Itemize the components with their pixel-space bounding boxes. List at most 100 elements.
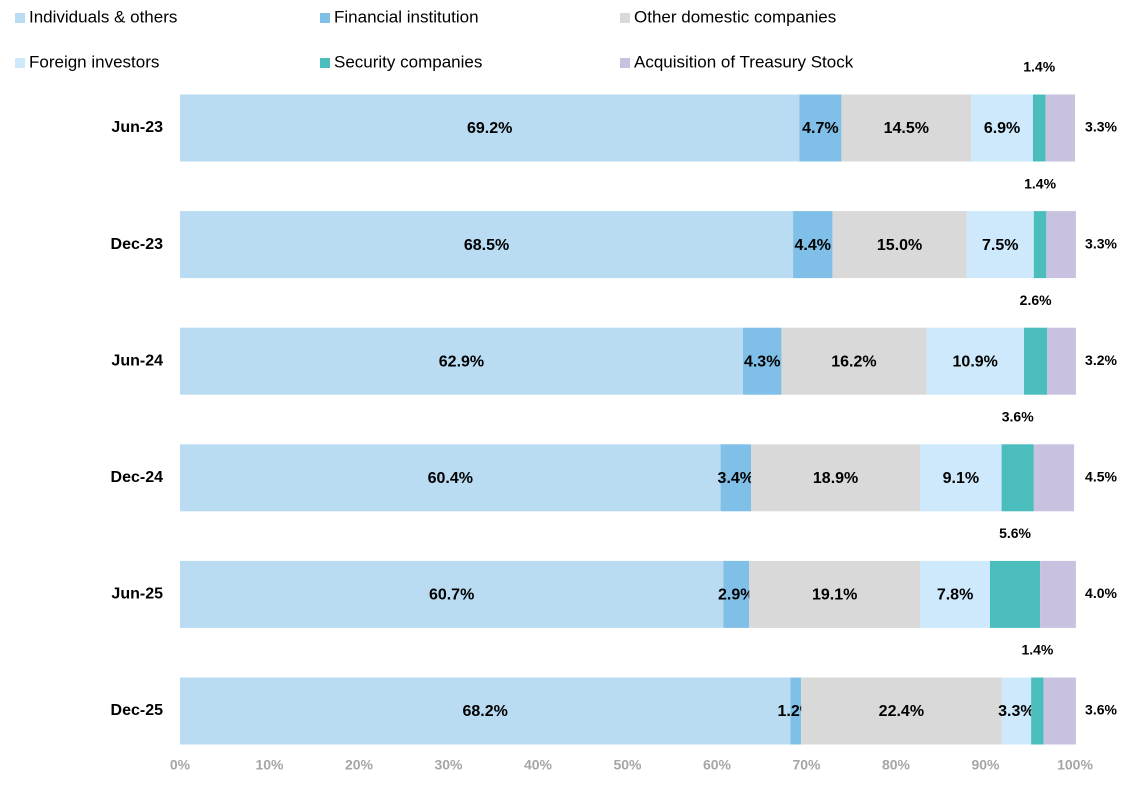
data-label: 68.2% bbox=[463, 703, 508, 720]
data-label: 4.7% bbox=[802, 120, 838, 137]
bar-segment bbox=[180, 444, 721, 512]
data-label: 15.0% bbox=[877, 237, 922, 254]
bar-segment bbox=[1047, 327, 1076, 395]
x-tick-label: 80% bbox=[882, 757, 911, 773]
bar-segment bbox=[180, 94, 800, 162]
bar-segment bbox=[920, 560, 990, 628]
x-tick-label: 60% bbox=[703, 757, 732, 773]
bar-segment bbox=[1033, 444, 1075, 512]
bar-segment bbox=[1001, 677, 1032, 745]
bar-segment bbox=[790, 677, 802, 745]
bar-segment bbox=[1031, 677, 1044, 745]
category-label: Dec-25 bbox=[111, 702, 164, 719]
data-label: 2.9% bbox=[718, 587, 754, 604]
legend-label: Foreign investors bbox=[29, 52, 159, 71]
category-label: Jun-23 bbox=[111, 119, 163, 136]
legend-label: Other domestic companies bbox=[634, 7, 836, 26]
category-label: Dec-24 bbox=[111, 469, 164, 486]
bar-segment bbox=[749, 560, 921, 628]
data-label: 3.2% bbox=[1085, 352, 1117, 368]
legend-label: Security companies bbox=[334, 52, 482, 71]
data-label: 3.3% bbox=[1085, 235, 1117, 251]
data-label: 5.6% bbox=[999, 525, 1031, 541]
x-tick-label: 50% bbox=[613, 757, 642, 773]
bar-segment bbox=[1032, 94, 1046, 162]
data-label: 4.3% bbox=[744, 353, 780, 370]
data-label: 10.9% bbox=[953, 353, 998, 370]
bar-segment bbox=[989, 560, 1041, 628]
data-label: 69.2% bbox=[467, 120, 512, 137]
bar-segment bbox=[180, 327, 743, 395]
data-label: 22.4% bbox=[879, 703, 924, 720]
bar-segment bbox=[841, 94, 972, 162]
legend-swatch bbox=[15, 13, 25, 23]
data-label: 3.3% bbox=[998, 703, 1034, 720]
data-label: 62.9% bbox=[439, 353, 484, 370]
data-label: 1.4% bbox=[1021, 642, 1053, 658]
bar-segment bbox=[742, 327, 782, 395]
x-tick-label: 40% bbox=[524, 757, 553, 773]
bar-segment bbox=[793, 211, 833, 279]
data-label: 19.1% bbox=[812, 587, 857, 604]
legend-label: Individuals & others bbox=[29, 7, 177, 26]
bar-segment bbox=[723, 560, 750, 628]
data-label: 4.0% bbox=[1085, 585, 1117, 601]
data-label: 18.9% bbox=[813, 470, 858, 487]
data-label: 1.4% bbox=[1024, 175, 1056, 191]
legend-label: Financial institution bbox=[334, 7, 479, 26]
data-label: 4.5% bbox=[1085, 469, 1117, 485]
data-label: 2.6% bbox=[1020, 292, 1052, 308]
bar-segment bbox=[1046, 211, 1076, 279]
bar-segment bbox=[801, 677, 1002, 745]
legend-swatch bbox=[620, 13, 630, 23]
bar-segment bbox=[1001, 444, 1034, 512]
x-tick-label: 20% bbox=[345, 757, 374, 773]
category-label: Jun-25 bbox=[111, 586, 163, 603]
bar-segment bbox=[1040, 560, 1076, 628]
legend-swatch bbox=[320, 13, 330, 23]
bar-segment bbox=[1043, 677, 1076, 745]
bar-segment bbox=[920, 444, 1002, 512]
legend-label: Acquisition of Treasury Stock bbox=[634, 52, 854, 71]
bar-segment bbox=[971, 94, 1033, 162]
x-tick-label: 90% bbox=[971, 757, 1000, 773]
data-label: 4.4% bbox=[795, 237, 831, 254]
data-label: 7.5% bbox=[982, 237, 1018, 254]
data-label: 60.7% bbox=[429, 587, 474, 604]
bar-segment bbox=[1033, 211, 1047, 279]
category-label: Dec-23 bbox=[111, 236, 164, 253]
bar-segment bbox=[832, 211, 967, 279]
x-tick-label: 0% bbox=[170, 757, 191, 773]
data-label: 60.4% bbox=[428, 470, 473, 487]
bar-segment bbox=[799, 94, 842, 162]
data-label: 3.4% bbox=[718, 470, 754, 487]
x-tick-label: 100% bbox=[1057, 757, 1093, 773]
x-tick-label: 10% bbox=[255, 757, 284, 773]
bar-segment bbox=[751, 444, 921, 512]
bar-segment bbox=[180, 560, 724, 628]
bar-segment bbox=[1023, 327, 1048, 395]
bar-segment bbox=[966, 211, 1034, 279]
data-label: 9.1% bbox=[943, 470, 979, 487]
data-label: 68.5% bbox=[464, 237, 509, 254]
legend-swatch bbox=[15, 58, 25, 68]
data-label: 14.5% bbox=[884, 120, 929, 137]
category-label: Jun-24 bbox=[111, 352, 163, 369]
bar-segment bbox=[781, 327, 927, 395]
bar-segment bbox=[180, 211, 794, 279]
data-label: 3.6% bbox=[1085, 702, 1117, 718]
bar-segment bbox=[720, 444, 752, 512]
x-tick-label: 70% bbox=[792, 757, 821, 773]
x-tick-label: 30% bbox=[434, 757, 463, 773]
bar-segment bbox=[926, 327, 1024, 395]
data-label: 3.3% bbox=[1085, 119, 1117, 135]
legend-swatch bbox=[620, 58, 630, 68]
bar-segment bbox=[180, 677, 791, 745]
bar-segment bbox=[1045, 94, 1075, 162]
data-label: 3.6% bbox=[1002, 409, 1034, 425]
data-label: 16.2% bbox=[831, 353, 876, 370]
legend-swatch bbox=[320, 58, 330, 68]
data-label: 1.4% bbox=[1023, 59, 1055, 75]
data-label: 7.8% bbox=[937, 587, 973, 604]
